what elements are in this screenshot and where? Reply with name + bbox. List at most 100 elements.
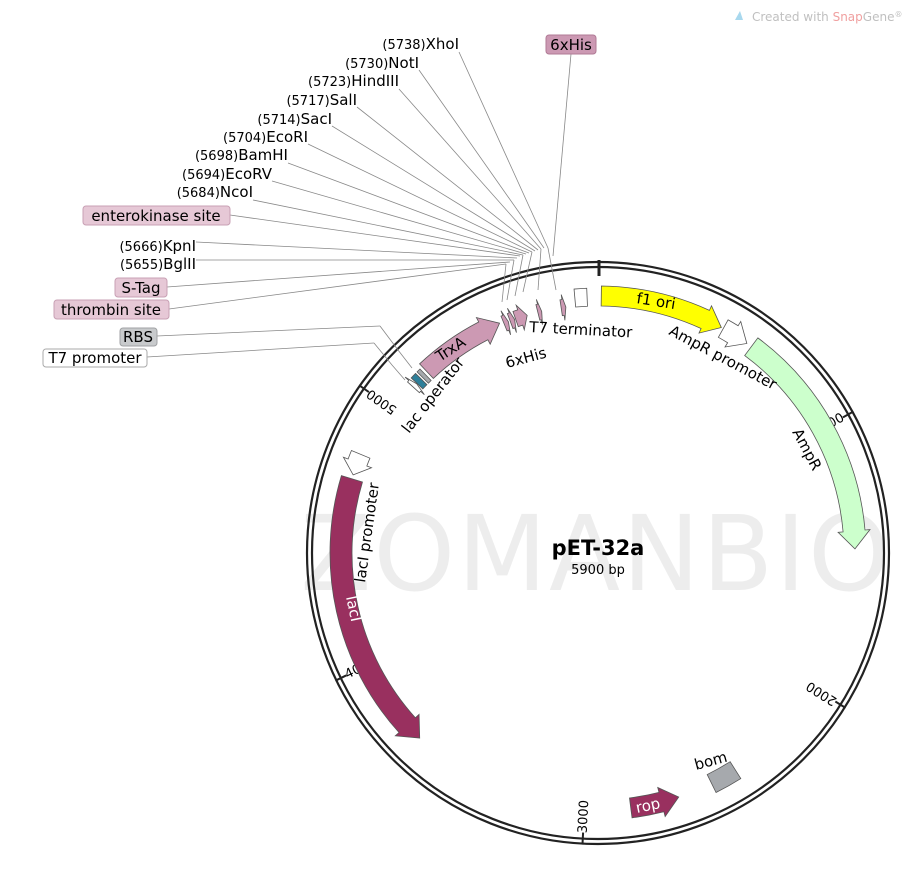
leader-line xyxy=(501,263,507,303)
plasmid-length: 5900 bp xyxy=(571,563,625,578)
site-label[interactable]: (5723)HindIII xyxy=(308,72,399,90)
site-name: SalI xyxy=(330,91,357,109)
site-name: XhoI xyxy=(426,35,459,53)
leader-line xyxy=(156,325,381,337)
feature-laci[interactable] xyxy=(329,475,421,739)
feature-lac-operator[interactable] xyxy=(410,372,428,390)
restriction-sites: (5738)XhoI(5730)NotI(5723)HindIII(5717)S… xyxy=(119,35,459,273)
site-position: (5666) xyxy=(119,240,162,255)
feature-ampr[interactable] xyxy=(744,337,871,550)
leader-lines xyxy=(146,51,572,381)
site-name: BamHI xyxy=(238,146,288,164)
leader-line xyxy=(458,51,549,249)
feature-trxa[interactable] xyxy=(419,316,501,379)
site-name: HindIII xyxy=(351,72,399,90)
features xyxy=(329,285,871,819)
label-t7-promoter[interactable]: T7 promoter xyxy=(47,349,142,367)
feature-f1-ori[interactable] xyxy=(600,285,722,334)
label-s-tag[interactable]: S-Tag xyxy=(122,279,161,297)
site-label[interactable]: (5717)SalI xyxy=(286,91,357,109)
site-name: NcoI xyxy=(220,183,253,201)
site-position: (5738) xyxy=(382,38,425,53)
label-t7-terminator: T7 terminator xyxy=(528,318,634,341)
site-position: (5694) xyxy=(182,168,225,183)
site-label[interactable]: (5704)EcoRI xyxy=(223,128,308,146)
svg-text:Created with SnapGene®: Created with SnapGene® xyxy=(752,10,902,24)
site-label[interactable]: (5694)EcoRV xyxy=(182,165,273,183)
site-name: NotI xyxy=(388,54,419,72)
leader-line xyxy=(547,247,557,291)
leader-line xyxy=(398,88,542,250)
leader-line xyxy=(514,254,524,297)
site-position: (5730) xyxy=(345,57,388,72)
leader-line xyxy=(331,125,536,252)
leader-line xyxy=(271,180,527,255)
leader-line xyxy=(506,259,515,301)
site-label[interactable]: (5655)BglII xyxy=(120,255,196,273)
feature-laci-promoter[interactable] xyxy=(342,449,373,476)
credit-brand-gene: Gene xyxy=(863,10,895,24)
tick-mark xyxy=(334,674,347,682)
leader-line xyxy=(522,251,533,293)
watermark: ZOMANBIO xyxy=(300,493,892,615)
site-label[interactable]: (5698)BamHI xyxy=(195,146,288,164)
site-label[interactable]: (5666)KpnI xyxy=(119,237,196,255)
site-name: EcoRI xyxy=(266,128,308,146)
leader-line xyxy=(146,342,375,358)
label-laci: lacI xyxy=(342,594,365,623)
leader-line xyxy=(418,69,545,249)
site-name: SacI xyxy=(301,110,332,128)
tick-mark xyxy=(581,832,585,845)
leader-line xyxy=(229,214,521,257)
feature-rop[interactable] xyxy=(629,786,680,819)
site-label[interactable]: (5730)NotI xyxy=(345,54,419,72)
tick-mark xyxy=(834,700,847,709)
site-label[interactable]: (5684)NcoI xyxy=(177,183,253,201)
label-f1-ori: f1 ori xyxy=(635,289,676,313)
leader-line xyxy=(195,241,518,259)
site-position: (5704) xyxy=(223,131,266,146)
leader-line xyxy=(537,248,542,291)
feature-enterokinase-site[interactable] xyxy=(535,299,543,325)
feature-6xhis[interactable] xyxy=(559,294,567,321)
leader-line xyxy=(168,263,507,310)
credit-text: Created with xyxy=(752,10,833,24)
leader-line xyxy=(356,106,539,251)
tick-label: 3000 xyxy=(576,800,593,834)
site-name: EcoRV xyxy=(225,165,273,183)
feature-rbs[interactable] xyxy=(416,368,432,384)
leader-line xyxy=(287,162,530,254)
site-label[interactable]: (5738)XhoI xyxy=(382,35,459,53)
site-position: (5698) xyxy=(195,149,238,164)
site-position: (5655) xyxy=(120,258,163,273)
feature-6xhis[interactable] xyxy=(500,310,512,336)
site-name: BglII xyxy=(163,255,196,273)
feature-t7-promoter[interactable] xyxy=(404,376,425,395)
credit-mark: ® xyxy=(894,10,902,19)
label-6xhis-top[interactable]: 6xHis xyxy=(550,36,592,54)
label-thrombin-site[interactable]: thrombin site xyxy=(61,301,161,319)
site-position: (5717) xyxy=(286,94,329,109)
feature-ampr-promoter[interactable] xyxy=(717,319,748,348)
credit-brand-snap: Snap xyxy=(833,10,863,24)
site-position: (5684) xyxy=(177,186,220,201)
site-position: (5723) xyxy=(308,75,351,90)
label-rbs[interactable]: RBS xyxy=(123,328,153,346)
leader-line xyxy=(552,53,572,257)
feature-thrombin-site[interactable] xyxy=(506,308,517,333)
leader-line xyxy=(307,143,533,253)
tick-label: 5000 xyxy=(364,386,400,417)
tick-mark xyxy=(358,384,370,393)
tick-mark xyxy=(842,410,854,419)
leader-line xyxy=(166,261,511,288)
snapgene-credit: Created with SnapGene® xyxy=(735,10,902,24)
label-enterokinase-site[interactable]: enterokinase site xyxy=(91,207,220,225)
site-label[interactable]: (5714)SacI xyxy=(257,110,332,128)
feature-bom[interactable] xyxy=(706,761,742,794)
site-position: (5714) xyxy=(257,113,300,128)
feature-s-tag[interactable] xyxy=(512,303,528,332)
feature-t7-terminator[interactable] xyxy=(573,287,588,308)
leader-line xyxy=(373,325,413,381)
site-name: KpnI xyxy=(163,237,196,255)
